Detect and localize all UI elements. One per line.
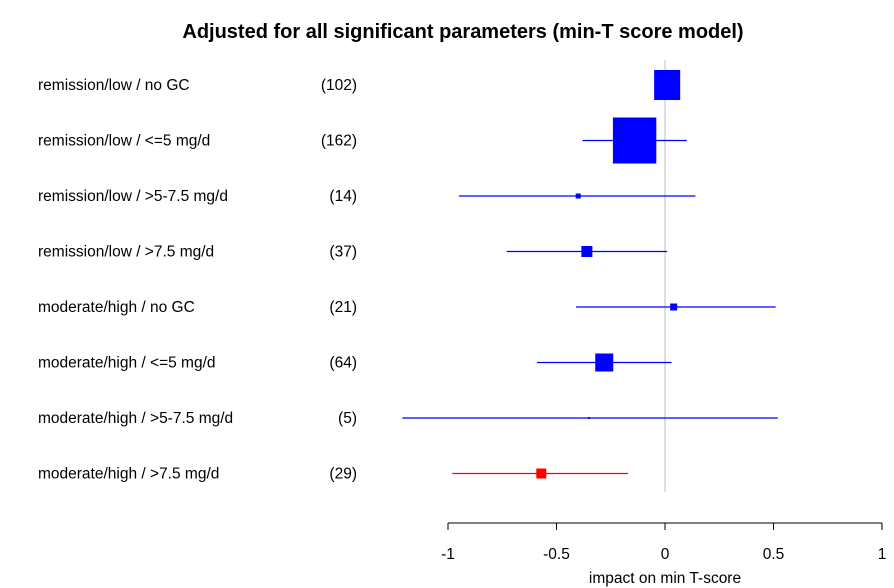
row-label: moderate/high / >7.5 mg/d bbox=[38, 466, 219, 483]
forest-row: remission/low / <=5 mg/d (162) bbox=[38, 117, 687, 164]
x-tick-label: 0.5 bbox=[763, 546, 785, 563]
forest-row: moderate/high / no GC (21) bbox=[38, 299, 776, 316]
row-count: (29) bbox=[329, 466, 357, 483]
row-label: remission/low / >5-7.5 mg/d bbox=[38, 188, 228, 205]
x-axis: -1 -0.5 0 0.5 1 bbox=[441, 522, 887, 563]
point-estimate bbox=[595, 353, 614, 372]
row-label: moderate/high / <=5 mg/d bbox=[38, 355, 216, 372]
row-label: remission/low / >7.5 mg/d bbox=[38, 244, 214, 261]
forest-rows: remission/low / no GC (102)remission/low … bbox=[38, 70, 778, 483]
x-tick-label: 1 bbox=[878, 546, 887, 563]
x-axis-label: impact on min T-score bbox=[589, 570, 741, 587]
row-count: (14) bbox=[329, 188, 357, 205]
point-estimate bbox=[654, 70, 681, 100]
point-estimate bbox=[581, 246, 593, 257]
forest-row: moderate/high / >7.5 mg/d (29) bbox=[38, 466, 629, 483]
point-estimate bbox=[670, 303, 678, 311]
forest-row: remission/low / >5-7.5 mg/d (14) bbox=[38, 188, 696, 205]
x-tick-label: -0.5 bbox=[543, 546, 570, 563]
forest-row: remission/low / >7.5 mg/d (37) bbox=[38, 244, 668, 261]
row-count: (37) bbox=[329, 244, 357, 261]
row-count: (102) bbox=[321, 77, 357, 94]
row-count: (162) bbox=[321, 133, 357, 150]
point-estimate bbox=[536, 468, 547, 479]
chart-title: Adjusted for all significant parameters … bbox=[182, 21, 743, 43]
forest-row: remission/low / no GC (102) bbox=[38, 70, 681, 100]
row-count: (21) bbox=[329, 299, 357, 316]
row-label: moderate/high / >5-7.5 mg/d bbox=[38, 410, 233, 427]
forest-row: moderate/high / <=5 mg/d (64) bbox=[38, 353, 672, 372]
x-tick-label: -1 bbox=[441, 546, 455, 563]
point-estimate bbox=[575, 193, 581, 199]
row-label: moderate/high / no GC bbox=[38, 299, 195, 316]
row-label: remission/low / no GC bbox=[38, 77, 190, 94]
x-tick-label: 0 bbox=[661, 546, 670, 563]
row-count: (64) bbox=[329, 355, 357, 372]
row-count: (5) bbox=[338, 410, 357, 427]
row-label: remission/low / <=5 mg/d bbox=[38, 133, 210, 150]
forest-row: moderate/high / >5-7.5 mg/d (5) bbox=[38, 410, 778, 427]
point-estimate bbox=[588, 417, 591, 419]
point-estimate bbox=[612, 117, 657, 164]
